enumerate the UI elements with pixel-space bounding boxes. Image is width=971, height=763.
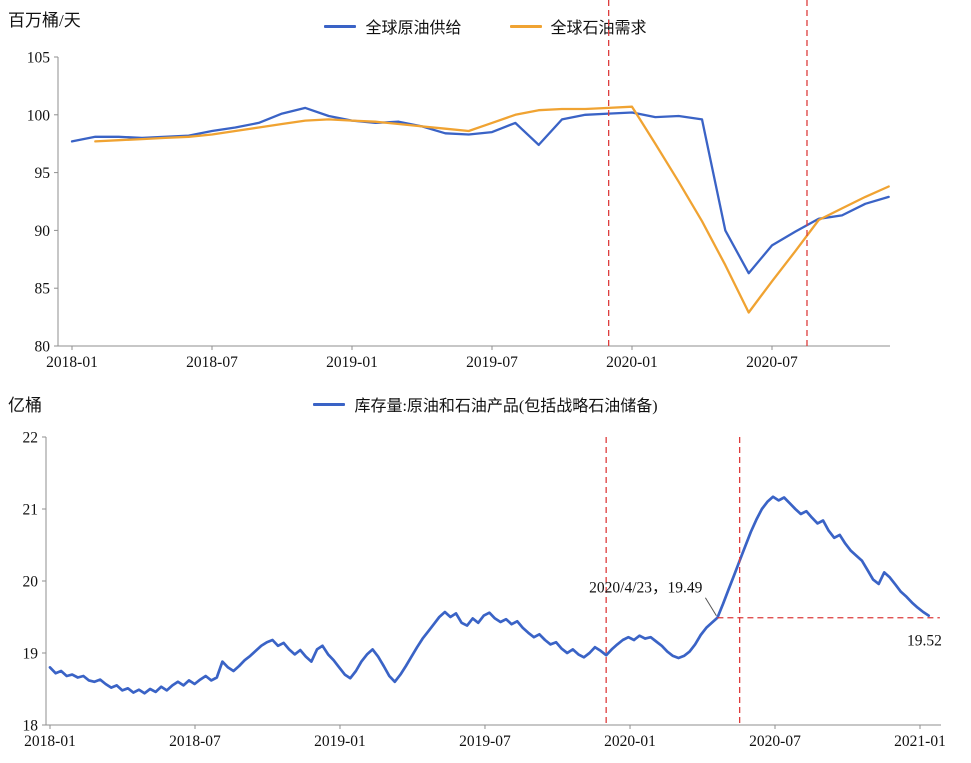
x-tick-label: 2020-01 xyxy=(604,733,656,750)
x-tick-label: 2019-07 xyxy=(459,733,511,750)
y-tick-label: 90 xyxy=(35,223,51,240)
demand-line xyxy=(94,105,890,314)
latest-value-label: 19.52 xyxy=(907,633,942,650)
x-tick-label: 2018-01 xyxy=(46,354,98,371)
supply-line xyxy=(70,106,890,275)
y-tick-label: 95 xyxy=(35,165,51,182)
y-tick-label: 85 xyxy=(35,281,51,298)
y-tick-label: 19 xyxy=(23,646,39,663)
x-tick-label: 2019-07 xyxy=(466,354,518,371)
y-tick-label: 22 xyxy=(23,430,39,447)
top-chart-legend: 全球原油供给 全球石油需求 xyxy=(0,14,971,38)
legend-label: 库存量:原油和石油产品(包括战略石油储备) xyxy=(354,398,658,415)
legend-label: 全球原油供给 xyxy=(365,20,462,37)
annotation-label: 2020/4/23，19.49 xyxy=(589,580,702,597)
x-tick-label: 2021-01 xyxy=(894,733,946,750)
inventory-chart-svg: 18 19 20 21 22 2018-01 2018-07 2019-01 2019-07 20… xyxy=(23,430,946,751)
y-tick-label: 20 xyxy=(23,574,39,591)
y-tick-label: 105 xyxy=(27,50,51,67)
x-tick-label: 2019-01 xyxy=(314,733,366,750)
legend-label: 全球石油需求 xyxy=(550,20,647,37)
x-tick-label: 2020-07 xyxy=(749,733,801,750)
y-tick-label: 80 xyxy=(35,339,51,356)
x-tick-label: 2020-07 xyxy=(746,354,798,371)
x-tick-label: 2018-07 xyxy=(169,733,221,750)
x-tick-label: 2018-07 xyxy=(186,354,238,371)
legend-line-sample xyxy=(324,24,357,28)
supply-demand-chart-svg: 80 85 90 95 100 105 2018-01 2018-07 2019-01 2019-… xyxy=(27,0,890,371)
x-tick-label: 2018-01 xyxy=(24,733,76,750)
legend-item-demand-line: 全球石油需求 xyxy=(509,14,647,38)
legend-item-inventory-line: 库存量:原油和石油产品(包括战略石油储备) xyxy=(313,392,658,416)
y-tick-label: 18 xyxy=(23,718,39,735)
top-chart-unit-label: 百万桶/天 xyxy=(8,11,81,30)
bottom-chart-unit-label: 亿桶 xyxy=(8,396,42,415)
bottom-chart-legend: 库存量:原油和石油产品(包括战略石油储备) xyxy=(0,392,971,416)
x-tick-label: 2020-01 xyxy=(606,354,658,371)
y-tick-label: 21 xyxy=(23,502,39,519)
inventory-line xyxy=(48,495,931,695)
x-tick-label: 2019-01 xyxy=(326,354,378,371)
y-tick-label: 100 xyxy=(27,107,51,124)
legend-line-sample xyxy=(313,402,346,406)
legend-item-supply-line: 全球原油供给 xyxy=(324,14,462,38)
legend-line-sample xyxy=(509,24,542,28)
annotation-connector-line xyxy=(704,597,717,616)
